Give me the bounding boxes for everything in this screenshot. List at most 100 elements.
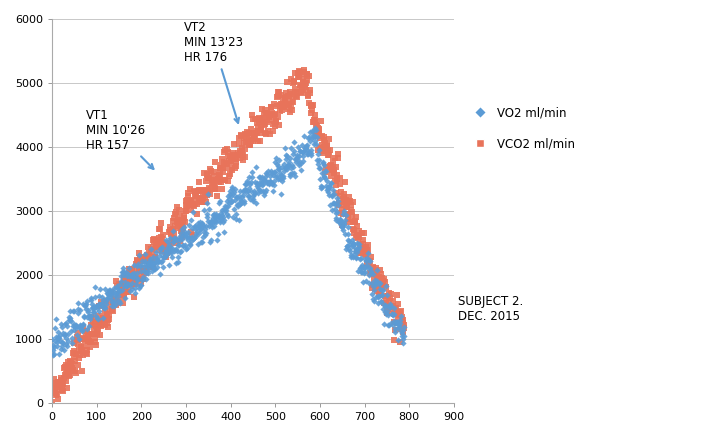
VCO2 ml/min: [292, 73, 304, 80]
VO2 ml/min: [353, 241, 365, 248]
VO2 ml/min: [82, 306, 94, 313]
VO2 ml/min: [136, 258, 148, 265]
VO2 ml/min: [143, 259, 155, 266]
VO2 ml/min: [358, 269, 370, 276]
VCO2 ml/min: [189, 201, 201, 208]
VO2 ml/min: [364, 258, 376, 265]
VCO2 ml/min: [142, 251, 153, 258]
VCO2 ml/min: [49, 389, 61, 396]
VCO2 ml/min: [193, 179, 205, 186]
VO2 ml/min: [184, 241, 196, 248]
VO2 ml/min: [359, 264, 371, 271]
VCO2 ml/min: [68, 354, 79, 361]
VO2 ml/min: [336, 217, 348, 224]
VCO2 ml/min: [257, 106, 268, 113]
VO2 ml/min: [121, 283, 133, 290]
VCO2 ml/min: [56, 387, 68, 394]
VO2 ml/min: [222, 192, 234, 199]
VCO2 ml/min: [132, 266, 143, 273]
VCO2 ml/min: [179, 219, 190, 226]
VO2 ml/min: [162, 243, 174, 250]
VO2 ml/min: [108, 302, 119, 309]
VCO2 ml/min: [342, 212, 354, 219]
VCO2 ml/min: [87, 315, 99, 322]
VO2 ml/min: [307, 135, 318, 142]
VCO2 ml/min: [371, 275, 383, 282]
VCO2 ml/min: [258, 110, 270, 117]
VCO2 ml/min: [248, 137, 260, 144]
VCO2 ml/min: [172, 216, 184, 223]
VO2 ml/min: [371, 278, 383, 285]
VO2 ml/min: [148, 266, 160, 273]
VCO2 ml/min: [286, 107, 298, 114]
VCO2 ml/min: [60, 371, 71, 378]
VCO2 ml/min: [306, 106, 318, 113]
VO2 ml/min: [201, 222, 212, 229]
VCO2 ml/min: [102, 316, 113, 323]
VO2 ml/min: [318, 173, 330, 180]
VCO2 ml/min: [212, 176, 224, 183]
VCO2 ml/min: [135, 280, 147, 287]
VO2 ml/min: [209, 218, 221, 225]
VO2 ml/min: [313, 150, 324, 157]
VO2 ml/min: [302, 150, 314, 157]
VCO2 ml/min: [387, 298, 399, 305]
VCO2 ml/min: [145, 260, 156, 267]
VO2 ml/min: [201, 199, 213, 206]
VCO2 ml/min: [76, 367, 87, 374]
VCO2 ml/min: [395, 326, 407, 333]
VCO2 ml/min: [329, 170, 340, 177]
VCO2 ml/min: [304, 87, 316, 94]
VO2 ml/min: [65, 317, 77, 324]
VO2 ml/min: [270, 173, 281, 180]
VCO2 ml/min: [293, 73, 305, 80]
VCO2 ml/min: [140, 269, 152, 276]
VO2 ml/min: [180, 230, 192, 237]
VO2 ml/min: [310, 140, 322, 147]
VO2 ml/min: [300, 145, 312, 152]
VCO2 ml/min: [71, 337, 83, 344]
VO2 ml/min: [287, 150, 299, 157]
VO2 ml/min: [309, 133, 321, 140]
VCO2 ml/min: [76, 347, 88, 354]
VO2 ml/min: [291, 153, 302, 160]
VO2 ml/min: [308, 126, 320, 133]
VO2 ml/min: [352, 267, 364, 274]
VCO2 ml/min: [367, 281, 379, 288]
VCO2 ml/min: [387, 336, 399, 343]
VO2 ml/min: [105, 291, 116, 298]
VO2 ml/min: [153, 257, 165, 264]
VCO2 ml/min: [261, 118, 273, 125]
VO2 ml/min: [100, 298, 111, 305]
VO2 ml/min: [124, 281, 136, 288]
VCO2 ml/min: [74, 352, 86, 359]
VO2 ml/min: [91, 315, 103, 322]
VO2 ml/min: [266, 181, 278, 188]
VCO2 ml/min: [324, 152, 335, 159]
VO2 ml/min: [154, 246, 166, 253]
VO2 ml/min: [384, 300, 395, 307]
VO2 ml/min: [152, 257, 164, 264]
VO2 ml/min: [340, 212, 352, 219]
VO2 ml/min: [285, 154, 297, 161]
VCO2 ml/min: [232, 152, 244, 159]
VCO2 ml/min: [229, 155, 241, 162]
VO2 ml/min: [81, 313, 93, 320]
VO2 ml/min: [314, 165, 326, 172]
VCO2 ml/min: [262, 128, 273, 135]
VCO2 ml/min: [134, 257, 145, 264]
VCO2 ml/min: [116, 286, 128, 293]
VCO2 ml/min: [341, 199, 353, 206]
VO2 ml/min: [324, 201, 336, 208]
VCO2 ml/min: [226, 153, 238, 160]
VO2 ml/min: [345, 254, 356, 261]
VCO2 ml/min: [80, 350, 92, 357]
VO2 ml/min: [121, 281, 133, 288]
VCO2 ml/min: [130, 270, 142, 277]
VO2 ml/min: [277, 175, 289, 182]
VCO2 ml/min: [266, 111, 278, 118]
VCO2 ml/min: [277, 101, 289, 108]
VCO2 ml/min: [354, 250, 366, 257]
VO2 ml/min: [262, 168, 273, 175]
VCO2 ml/min: [99, 322, 111, 329]
